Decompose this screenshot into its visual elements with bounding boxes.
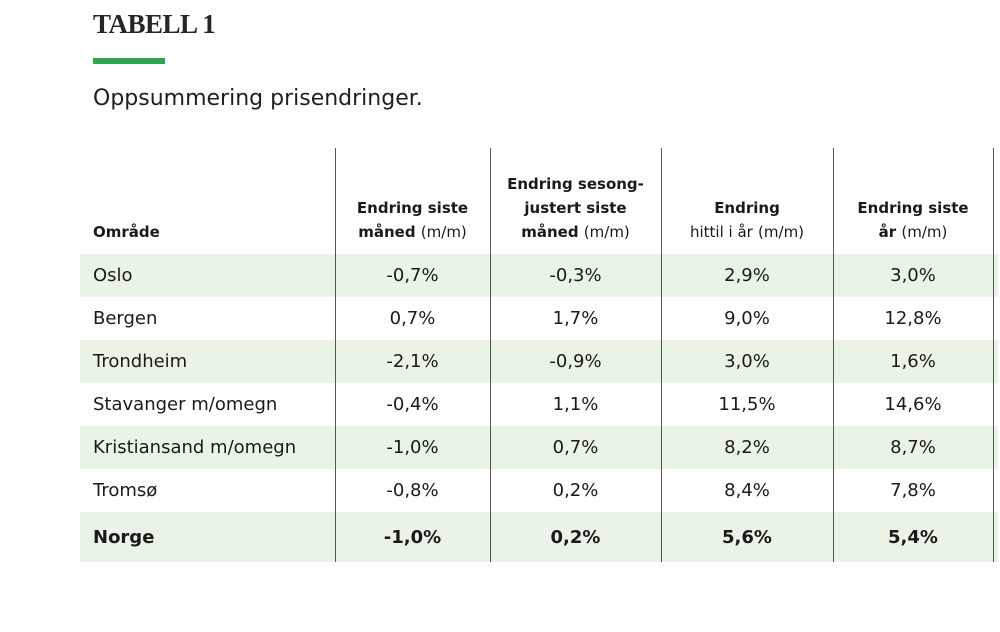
- header-ytd-line1: Endring: [714, 199, 780, 217]
- cell-edge: [992, 383, 998, 426]
- header-seasonal-line3: måned: [521, 223, 579, 241]
- cell-year: 3,0%: [832, 254, 993, 297]
- cell-seasonal: 0,7%: [489, 426, 661, 469]
- cell-ytd: 9,0%: [660, 297, 833, 340]
- header-month-line1: Endring siste: [356, 199, 469, 217]
- cell-seasonal: -0,9%: [489, 340, 661, 383]
- cell-month: -1,0%: [334, 512, 490, 562]
- header-edge: [992, 148, 998, 254]
- cell-area: Norge: [80, 512, 335, 562]
- price-change-table: Område Endring siste måned (m/m) Endring…: [80, 148, 998, 562]
- header-month-change: Endring siste måned (m/m): [334, 148, 490, 254]
- table-row: Oslo -0,7% -0,3% 2,9% 3,0%: [80, 254, 998, 297]
- cell-area: Oslo: [80, 254, 335, 297]
- table-row: Stavanger m/omegn -0,4% 1,1% 11,5% 14,6%: [80, 383, 998, 426]
- header-area-label: Område: [93, 223, 160, 241]
- header-year-line1: Endring siste: [857, 199, 969, 217]
- cell-edge: [992, 297, 998, 340]
- cell-year: 12,8%: [832, 297, 993, 340]
- header-ytd-change: Endring hittil i år (m/m): [660, 148, 833, 254]
- header-seasonal-line1: Endring sesong-: [507, 175, 644, 193]
- cell-seasonal: 0,2%: [489, 469, 661, 512]
- cell-ytd: 2,9%: [660, 254, 833, 297]
- cell-seasonal: 0,2%: [489, 512, 661, 562]
- table-header-row: Område Endring siste måned (m/m) Endring…: [80, 148, 998, 254]
- cell-month: -0,7%: [334, 254, 490, 297]
- header-month-unit: (m/m): [420, 223, 467, 241]
- table-row: Kristiansand m/omegn -1,0% 0,7% 8,2% 8,7%: [80, 426, 998, 469]
- cell-month: -2,1%: [334, 340, 490, 383]
- cell-seasonal: 1,7%: [489, 297, 661, 340]
- header-ytd-unit: (m/m): [758, 223, 805, 241]
- header-month-line2: måned: [358, 223, 416, 241]
- cell-ytd: 3,0%: [660, 340, 833, 383]
- cell-month: -1,0%: [334, 426, 490, 469]
- cell-area: Kristiansand m/omegn: [80, 426, 335, 469]
- table-row: Bergen 0,7% 1,7% 9,0% 12,8%: [80, 297, 998, 340]
- header-seasonal-change: Endring sesong- justert siste måned (m/m…: [489, 148, 661, 254]
- cell-area: Tromsø: [93, 480, 158, 501]
- header-area: Område: [80, 148, 335, 254]
- cell-edge: [992, 512, 998, 562]
- cell-edge: [992, 340, 998, 383]
- cell-seasonal: -0,3%: [489, 254, 661, 297]
- header-year-line2: år: [878, 223, 897, 241]
- table-row: Tromsø -0,8% 0,2% 8,4% 7,8%: [80, 469, 998, 512]
- cell-month: 0,7%: [334, 297, 490, 340]
- table-row: Trondheim -2,1% -0,9% 3,0% 1,6%: [80, 340, 998, 383]
- header-year-change: Endring siste år (m/m): [832, 148, 993, 254]
- cell-year: 14,6%: [832, 383, 993, 426]
- header-seasonal-unit: (m/m): [583, 223, 630, 241]
- cell-ytd: 11,5%: [660, 383, 833, 426]
- cell-area: Trondheim: [80, 340, 335, 383]
- table-title: TABELL 1: [93, 9, 216, 39]
- accent-bar: [93, 58, 165, 64]
- cell-year: 5,4%: [832, 512, 993, 562]
- table-subtitle: Oppsummering prisendringer.: [93, 86, 423, 111]
- cell-year: 7,8%: [832, 469, 993, 512]
- cell-ytd: 8,4%: [660, 469, 833, 512]
- cell-edge: [992, 254, 998, 297]
- cell-year: 1,6%: [832, 340, 993, 383]
- cell-area: Stavanger m/omegn: [93, 394, 278, 415]
- cell-year: 8,7%: [832, 426, 993, 469]
- cell-month: -0,4%: [334, 383, 490, 426]
- cell-month: -0,8%: [334, 469, 490, 512]
- cell-edge: [992, 426, 998, 469]
- header-seasonal-line2: justert siste: [524, 199, 627, 217]
- table-body: Oslo -0,7% -0,3% 2,9% 3,0% Bergen 0,7% 1,7% 9,0%…: [80, 254, 998, 562]
- header-year-unit: (m/m): [901, 223, 948, 241]
- cell-seasonal: 1,1%: [489, 383, 661, 426]
- header-ytd-line2: hittil i år: [689, 223, 753, 241]
- cell-ytd: 5,6%: [660, 512, 833, 562]
- table-total-row: Norge -1,0% 0,2% 5,6% 5,4%: [80, 512, 998, 562]
- cell-edge: [992, 469, 998, 512]
- cell-area: Bergen: [93, 308, 158, 329]
- cell-ytd: 8,2%: [660, 426, 833, 469]
